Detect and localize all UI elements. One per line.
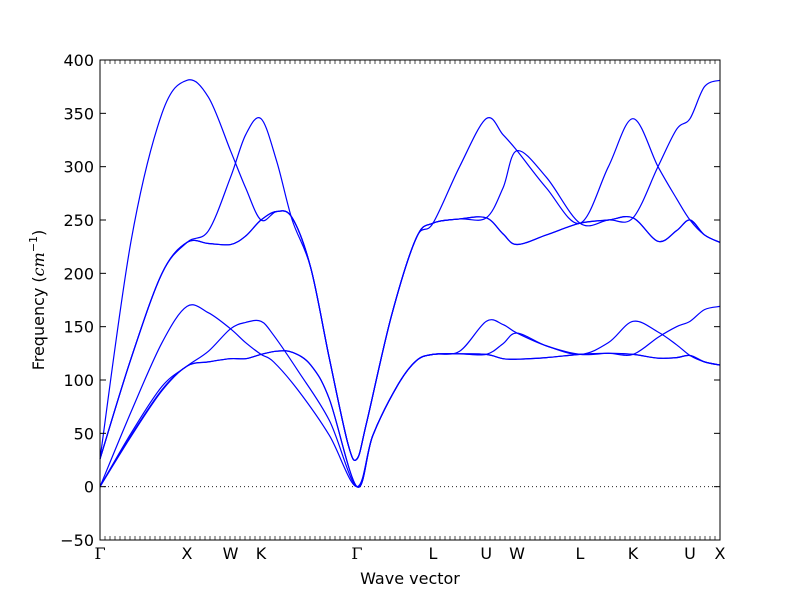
x-axis-label: Wave vector: [360, 569, 460, 588]
x-tick-label: L: [576, 544, 585, 563]
x-tick-label: L: [429, 544, 438, 563]
x-tick-label: X: [182, 544, 193, 563]
x-tick-label: K: [628, 544, 639, 563]
y-tick-label: 100: [63, 371, 94, 390]
series-line-5: [99, 210, 721, 462]
plot-frame: [99, 59, 721, 541]
series-line-8: [99, 79, 721, 462]
y-axis-label-paren-close: ): [29, 230, 48, 236]
y-tick-label: 150: [63, 318, 94, 337]
y-tick-label: 250: [63, 211, 94, 230]
y-tick-label: 400: [63, 51, 94, 70]
series-line-6: [99, 210, 721, 462]
x-tick-label: X: [715, 544, 726, 563]
series-line-1: [99, 350, 721, 488]
x-tick-label: Γ: [94, 544, 105, 563]
series-line-7: [99, 117, 721, 462]
plot-area: [99, 79, 721, 488]
series-line-2: [99, 319, 721, 488]
y-tick-label: 300: [63, 158, 94, 177]
y-axis-label-unit: cm: [29, 252, 48, 276]
y-axis-label-unit-exponent: −1: [27, 236, 40, 252]
series-line-4: [99, 319, 721, 488]
x-tick-label: U: [480, 544, 492, 563]
y-axis-label-paren-open: (: [29, 276, 48, 282]
x-tick-label: K: [256, 544, 267, 563]
x-tick-label: U: [684, 544, 696, 563]
x-tick-label: W: [223, 544, 239, 563]
y-tick-label: 0: [84, 478, 94, 497]
y-axis-label: Frequency (cm−1): [27, 230, 48, 371]
series-line-3: [99, 304, 721, 488]
y-tick-label: 350: [63, 104, 94, 123]
x-tick-label: W: [509, 544, 525, 563]
x-tick-label: Γ: [351, 544, 362, 563]
y-tick-label: −50: [60, 531, 94, 550]
y-tick-label: 200: [63, 264, 94, 283]
y-axis-label-text: Frequency: [29, 288, 48, 371]
y-tick-label: 50: [74, 424, 94, 443]
